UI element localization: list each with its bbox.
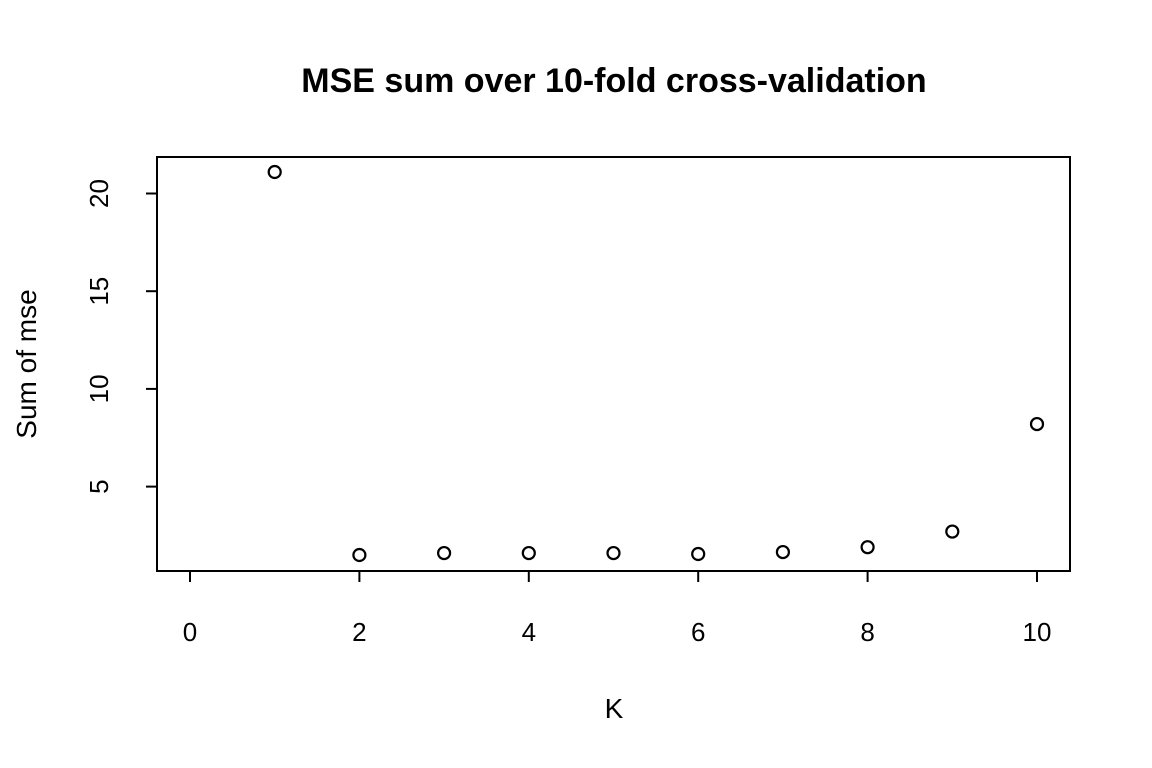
data-point-k2 [352, 547, 367, 563]
data-point-k9 [945, 524, 960, 539]
data-point-k8 [860, 540, 875, 555]
x-axis-label: K [605, 693, 624, 724]
y-tick-label: 5 [84, 479, 114, 493]
x-tick-label: 8 [860, 617, 874, 647]
data-point-k5 [606, 545, 621, 561]
x-axis: 0 2 4 6 8 10 [183, 570, 1052, 647]
data-point-k7 [775, 544, 791, 560]
y-tick-label: 15 [84, 277, 114, 306]
y-tick-label: 10 [84, 374, 114, 403]
x-tick-label: 0 [183, 617, 197, 647]
y-axis-label: Sum of mse [11, 289, 42, 438]
x-tick-label: 10 [1023, 617, 1052, 647]
chart-title: MSE sum over 10-fold cross-validation [301, 62, 926, 100]
data-point-k6 [691, 546, 706, 562]
x-tick-label: 4 [522, 617, 536, 647]
data-points [267, 164, 1045, 563]
plot-frame [156, 156, 1071, 572]
data-point-k1 [267, 164, 282, 180]
y-tick-label: 20 [84, 179, 114, 208]
data-point-k10 [1029, 416, 1045, 432]
data-point-k3 [437, 545, 452, 561]
data-point-k4 [521, 545, 536, 561]
y-axis: 5 10 15 20 [84, 179, 158, 494]
x-tick-label: 2 [352, 617, 366, 647]
x-tick-label: 6 [691, 617, 705, 647]
